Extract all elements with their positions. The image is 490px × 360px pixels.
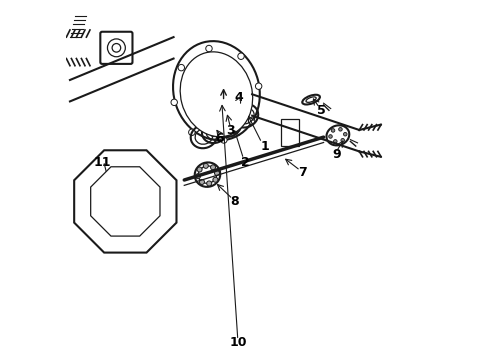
Circle shape <box>334 140 337 143</box>
Circle shape <box>238 53 244 59</box>
Circle shape <box>229 114 233 118</box>
Text: 7: 7 <box>298 166 307 179</box>
Circle shape <box>339 127 342 131</box>
Text: 12: 12 <box>138 181 155 194</box>
Circle shape <box>164 215 172 224</box>
Circle shape <box>329 135 332 138</box>
Circle shape <box>341 139 344 142</box>
Circle shape <box>178 64 185 71</box>
Text: 4: 4 <box>235 91 244 104</box>
Polygon shape <box>91 167 160 236</box>
Circle shape <box>213 177 218 182</box>
Circle shape <box>196 174 200 179</box>
Circle shape <box>235 120 240 124</box>
Circle shape <box>103 240 112 249</box>
Circle shape <box>164 179 172 188</box>
Circle shape <box>206 45 212 52</box>
Text: 10: 10 <box>229 336 246 349</box>
Circle shape <box>234 127 239 131</box>
Text: 8: 8 <box>230 195 239 208</box>
Circle shape <box>203 163 208 168</box>
Circle shape <box>220 115 224 119</box>
Circle shape <box>248 118 255 124</box>
Circle shape <box>199 179 204 184</box>
Polygon shape <box>74 150 176 253</box>
Text: 5: 5 <box>318 104 326 117</box>
Text: 1: 1 <box>260 140 269 153</box>
Text: 11: 11 <box>94 156 111 168</box>
Bar <box>281 119 298 146</box>
Circle shape <box>139 240 147 249</box>
Ellipse shape <box>173 41 260 140</box>
Circle shape <box>207 181 212 186</box>
Circle shape <box>78 215 87 224</box>
Text: 3: 3 <box>226 124 235 137</box>
Circle shape <box>197 167 202 172</box>
Text: 2: 2 <box>241 156 249 168</box>
Circle shape <box>216 122 220 126</box>
Circle shape <box>219 129 223 133</box>
Circle shape <box>171 99 177 105</box>
Circle shape <box>227 131 231 136</box>
Circle shape <box>103 154 112 163</box>
Circle shape <box>189 129 195 135</box>
Ellipse shape <box>180 52 253 137</box>
Circle shape <box>255 83 262 89</box>
Circle shape <box>215 171 220 176</box>
Circle shape <box>220 137 227 143</box>
FancyBboxPatch shape <box>100 32 132 64</box>
Text: 6: 6 <box>216 132 224 145</box>
Text: 9: 9 <box>333 148 342 162</box>
Circle shape <box>211 165 216 170</box>
Circle shape <box>78 179 87 188</box>
Circle shape <box>331 129 335 132</box>
Circle shape <box>139 154 147 163</box>
Circle shape <box>343 132 347 136</box>
